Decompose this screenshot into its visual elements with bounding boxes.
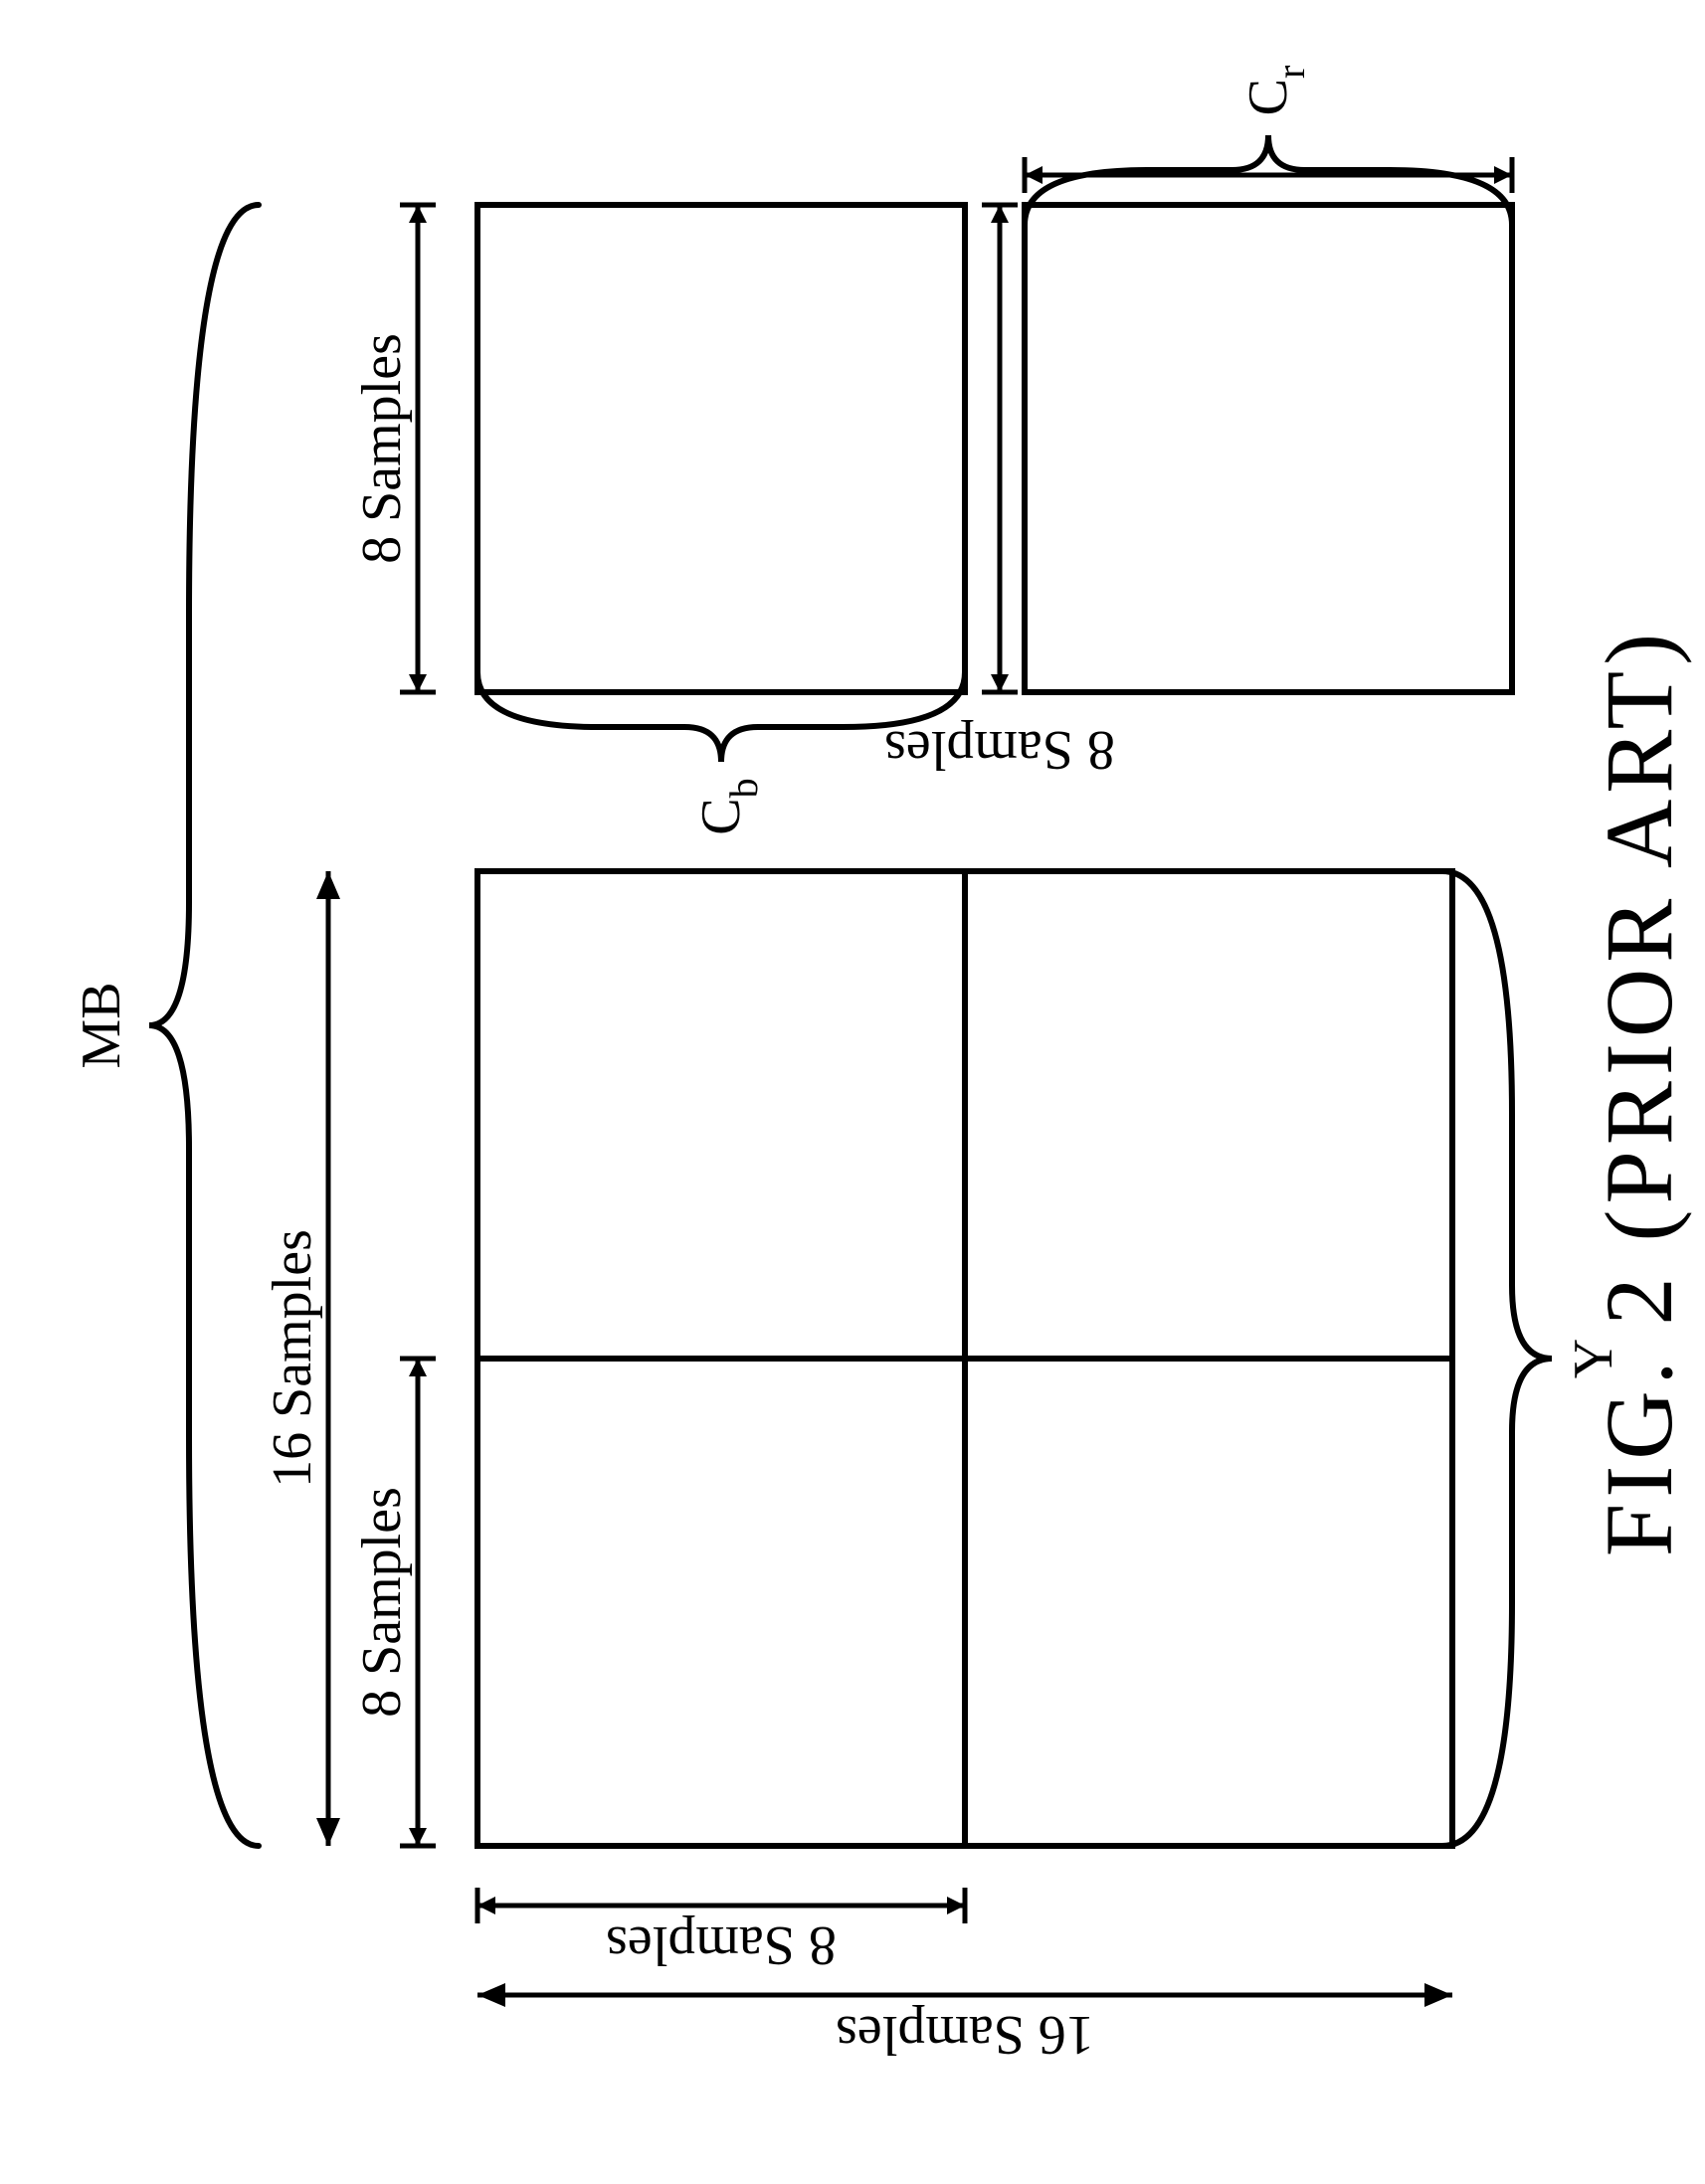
mb-label: MB	[71, 982, 132, 1068]
y-height-8-dim: 8 Samples	[477, 1888, 965, 1976]
cr-block	[1025, 205, 1512, 692]
cr-brace	[1025, 135, 1512, 225]
cb-width-8-dim: 8 Samples	[351, 205, 436, 692]
y-height-16-dim-label: 16 Samples	[836, 2004, 1094, 2066]
y-height-16-dim: 16 Samples	[477, 1983, 1452, 2066]
figure-rotated-group: MBYCbCr16 Samples8 Samples16 Samples8 Sa…	[71, 66, 1692, 2066]
cb-width-8-dim-label: 8 Samples	[351, 333, 413, 564]
y-height-8-dim-label: 8 Samples	[606, 1914, 837, 1976]
cr-height-8-dim	[1025, 157, 1512, 193]
cr-label: Cr	[1237, 66, 1313, 116]
y-width-16-dim-label: 16 Samples	[262, 1229, 323, 1488]
cb-label: Cb	[690, 778, 766, 834]
cb-height-8-dim-label: 8 Samples	[884, 719, 1115, 781]
y-brace	[1442, 871, 1552, 1846]
y-width-8-dim-label: 8 Samples	[351, 1487, 413, 1718]
mb-brace	[149, 205, 259, 1846]
figure-root: MBYCbCr16 Samples8 Samples16 Samples8 Sa…	[0, 0, 1705, 2184]
figure-caption: FIG. 2 (PRIOR ART)	[1586, 628, 1692, 1556]
y-width-16-dim: 16 Samples	[262, 871, 340, 1846]
y-width-8-dim: 8 Samples	[351, 1359, 436, 1846]
cb-block	[477, 205, 965, 692]
